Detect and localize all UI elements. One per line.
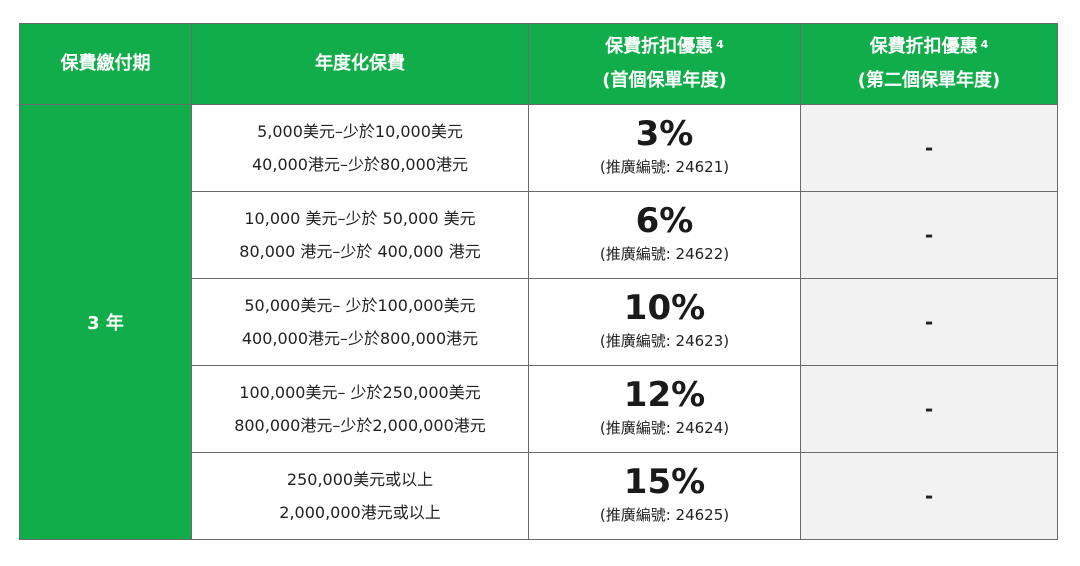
discount-second-year-cell: - xyxy=(800,365,1058,453)
table-header-row: 保費繳付期 年度化保費 保費折扣優惠 4 (首個保單年度) 保費折扣優惠 4 (第二… xyxy=(19,23,1058,105)
discount-percent: 12% xyxy=(623,375,706,415)
discount-percent: 10% xyxy=(623,288,706,328)
promo-code: (推廣編號: 24625) xyxy=(599,506,730,524)
premium-range-hkd: 40,000港元–少於80,000港元 xyxy=(252,155,468,174)
promo-code: (推廣編號: 24622) xyxy=(599,245,730,263)
footnote-marker: 4 xyxy=(716,38,724,51)
header-discount-first-title: 保費折扣優惠 xyxy=(605,36,714,57)
premium-range-usd: 50,000美元– 少於100,000美元 xyxy=(244,296,476,315)
footnote-marker: 4 xyxy=(980,38,989,51)
discount-percent: 6% xyxy=(635,201,694,241)
discount-second-year-cell: - xyxy=(800,191,1058,279)
premium-range-hkd: 800,000港元–少於2,000,000港元 xyxy=(234,416,486,435)
premium-range-usd: 5,000美元–少於10,000美元 xyxy=(257,122,463,141)
premium-range-cell: 10,000 美元–少於 50,000 美元 80,000 港元–少於 400,… xyxy=(191,191,529,279)
table-row: 10,000 美元–少於 50,000 美元 80,000 港元–少於 400,… xyxy=(20,191,1058,279)
header-discount-first-year: 保費折扣優惠 4 (首個保單年度) xyxy=(528,23,801,105)
premium-range-cell: 250,000美元或以上 2,000,000港元或以上 xyxy=(191,452,529,540)
table-row: 50,000美元– 少於100,000美元 400,000港元–少於800,00… xyxy=(20,278,1058,366)
discount-percent: 3% xyxy=(635,114,694,154)
premium-range-usd: 250,000美元或以上 xyxy=(286,470,434,489)
premium-discount-table: 保費繳付期 年度化保費 保費折扣優惠 4 (首個保單年度) 保費折扣優惠 4 (第二… xyxy=(19,23,1058,540)
discount-first-year-cell: 10% (推廣編號: 24623) xyxy=(528,278,801,366)
discount-second-year-cell: - xyxy=(800,278,1058,366)
table-row: 100,000美元– 少於250,000美元 800,000港元–少於2,000… xyxy=(20,365,1058,453)
discount-first-year-cell: 3% (推廣編號: 24621) xyxy=(528,104,801,192)
premium-range-cell: 100,000美元– 少於250,000美元 800,000港元–少於2,000… xyxy=(191,365,529,453)
header-discount-first-subtitle: (首個保單年度) xyxy=(602,70,727,91)
promo-code: (推廣編號: 24623) xyxy=(599,332,730,350)
discount-first-year-cell: 12% (推廣編號: 24624) xyxy=(528,365,801,453)
discount-first-year-cell: 15% (推廣編號: 24625) xyxy=(528,452,801,540)
discount-percent: 15% xyxy=(623,462,706,502)
premium-range-hkd: 80,000 港元–少於 400,000 港元 xyxy=(239,242,481,261)
premium-range-hkd: 400,000港元–少於800,000港元 xyxy=(241,329,479,348)
premium-range-usd: 10,000 美元–少於 50,000 美元 xyxy=(244,209,476,228)
discount-second-year-cell: - xyxy=(800,104,1058,192)
table-row: 250,000美元或以上 2,000,000港元或以上 15% (推廣編號: 2… xyxy=(20,452,1058,540)
premium-range-usd: 100,000美元– 少於250,000美元 xyxy=(239,383,481,402)
header-discount-second-subtitle: (第二個保單年度) xyxy=(857,70,1001,91)
header-discount-second-year: 保費折扣優惠 4 (第二個保單年度) xyxy=(800,23,1058,105)
header-discount-second-title: 保費折扣優惠 xyxy=(869,36,978,57)
discount-second-year-cell: - xyxy=(800,452,1058,540)
promo-code: (推廣編號: 24621) xyxy=(599,158,730,176)
table-row: 3 年 5,000美元–少於10,000美元 40,000港元–少於80,000… xyxy=(19,104,1058,540)
premium-range-hkd: 2,000,000港元或以上 xyxy=(279,503,441,522)
promo-code: (推廣編號: 24624) xyxy=(599,419,730,437)
header-period: 保費繳付期 xyxy=(19,23,192,105)
premium-range-cell: 5,000美元–少於10,000美元 40,000港元–少於80,000港元 xyxy=(191,104,529,192)
discount-first-year-cell: 6% (推廣編號: 24622) xyxy=(528,191,801,279)
header-annualized-premium: 年度化保費 xyxy=(191,23,529,105)
period-cell: 3 年 xyxy=(19,104,192,540)
premium-range-cell: 50,000美元– 少於100,000美元 400,000港元–少於800,00… xyxy=(191,278,529,366)
